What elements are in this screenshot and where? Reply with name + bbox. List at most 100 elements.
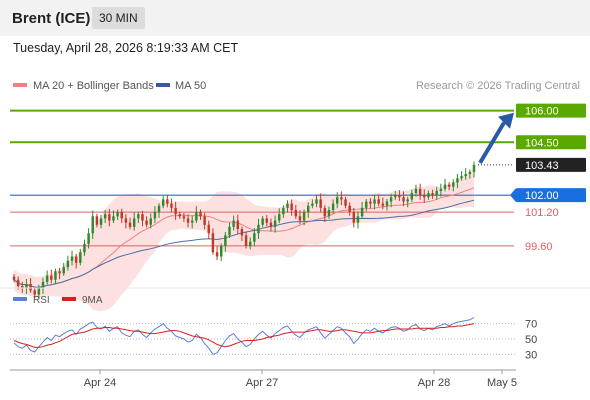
candle-body (360, 207, 364, 217)
candle-body (157, 205, 161, 213)
candle-body (58, 271, 61, 274)
candle-body (219, 245, 223, 257)
candle-body (336, 197, 339, 204)
bollinger-bands (14, 167, 474, 312)
candle-body (344, 199, 347, 206)
candle-body (398, 195, 401, 198)
candlesticks (12, 161, 476, 300)
candle-body (120, 212, 123, 219)
candle-body (199, 212, 202, 217)
timeframe-badge[interactable]: 30 MIN (92, 7, 145, 29)
candle-body (236, 220, 240, 230)
candle-body (269, 222, 273, 227)
candle-body (323, 207, 327, 217)
candle-body (95, 216, 99, 225)
candle-body (447, 184, 451, 187)
level-tag-bg-103-43 (516, 157, 586, 172)
candle-body (211, 233, 215, 253)
candle-body (195, 212, 198, 221)
candle-body (21, 286, 24, 289)
candle-body (290, 203, 293, 210)
candle-body (108, 214, 111, 221)
candle-body (248, 241, 252, 246)
candle-body (103, 214, 107, 219)
level-tag-99-60: 99.60 (525, 241, 553, 253)
candle-body (377, 199, 380, 204)
candle-body (29, 284, 32, 291)
candle-body (161, 199, 165, 206)
candle-body (141, 214, 144, 221)
candle-body (74, 256, 78, 263)
candle-body (149, 218, 152, 225)
candle-body (439, 188, 443, 191)
candle-body (203, 216, 206, 225)
candle-body (224, 235, 227, 246)
candle-body (232, 220, 235, 227)
candle-body (472, 164, 476, 172)
forecast-arrow-shaft (478, 121, 506, 164)
candle-body (431, 193, 434, 196)
x-label-apr-27: Apr 27 (246, 377, 278, 389)
instrument-title: Brent (ICE) (12, 10, 91, 27)
rsi-tick-50: 50 (525, 334, 537, 346)
ma50-legend-label: MA 50 (175, 80, 206, 92)
level-tag-104-50: 104.50 (525, 137, 559, 149)
candle-body (435, 190, 438, 196)
candle-body (240, 229, 244, 236)
candle-body (87, 233, 90, 244)
candle-body (33, 290, 36, 295)
candle-body (215, 252, 219, 257)
candle-body (45, 275, 49, 282)
candle-body (298, 216, 302, 221)
candle-body (406, 199, 409, 202)
candle-body (70, 256, 74, 261)
source-credit: Research © 2026 Trading Central (416, 80, 580, 92)
candle-body (12, 276, 16, 280)
ma20-legend-swatch (13, 83, 27, 87)
candle-body (315, 199, 318, 204)
level-tags: 106.00 104.50 103.43 102.00 101.20 99.60 (510, 103, 586, 253)
price-levels (10, 109, 514, 247)
candle-body (137, 214, 140, 219)
candle-body (66, 260, 70, 268)
candle-body (16, 279, 20, 287)
candle-body (153, 212, 157, 219)
candle-body (414, 188, 418, 194)
candle-body (282, 207, 285, 215)
level-tag-102-00: 102.00 (525, 190, 559, 202)
candle-body (41, 281, 45, 289)
candle-body (207, 224, 211, 234)
x-label-may-5: May 5 (487, 377, 517, 389)
level-tag-bg-106-00 (516, 103, 586, 118)
rsi-ma-legend-swatch (62, 297, 76, 301)
candle-body (286, 203, 289, 208)
candle-body (348, 205, 351, 213)
candle-body (373, 199, 376, 204)
moving-averages (13, 187, 475, 288)
candle-body (112, 216, 115, 221)
candle-body (302, 212, 306, 221)
x-label-apr-28: Apr 28 (418, 377, 450, 389)
ma50-legend-swatch (156, 83, 170, 87)
candle-body (327, 209, 331, 217)
candle-body (381, 203, 385, 206)
pivot-tag-pointer (510, 188, 516, 203)
x-label-apr-24: Apr 24 (84, 377, 116, 389)
rsi-legend-swatch (13, 297, 27, 301)
forecast-arrow-head (498, 112, 514, 129)
candle-body (352, 212, 356, 223)
candle-body (464, 174, 467, 177)
candle-body (277, 214, 281, 221)
candle-body (228, 226, 231, 236)
rsi-lines (13, 317, 475, 355)
candle-body (294, 209, 298, 217)
candle-body (340, 197, 343, 200)
candle-body (99, 218, 103, 225)
candle-body (331, 203, 335, 210)
candle-body (319, 199, 322, 208)
candle-body (307, 205, 310, 213)
level-tag-106-00: 106.00 (525, 106, 559, 118)
candle-body (170, 203, 173, 208)
candle-body (145, 220, 148, 225)
